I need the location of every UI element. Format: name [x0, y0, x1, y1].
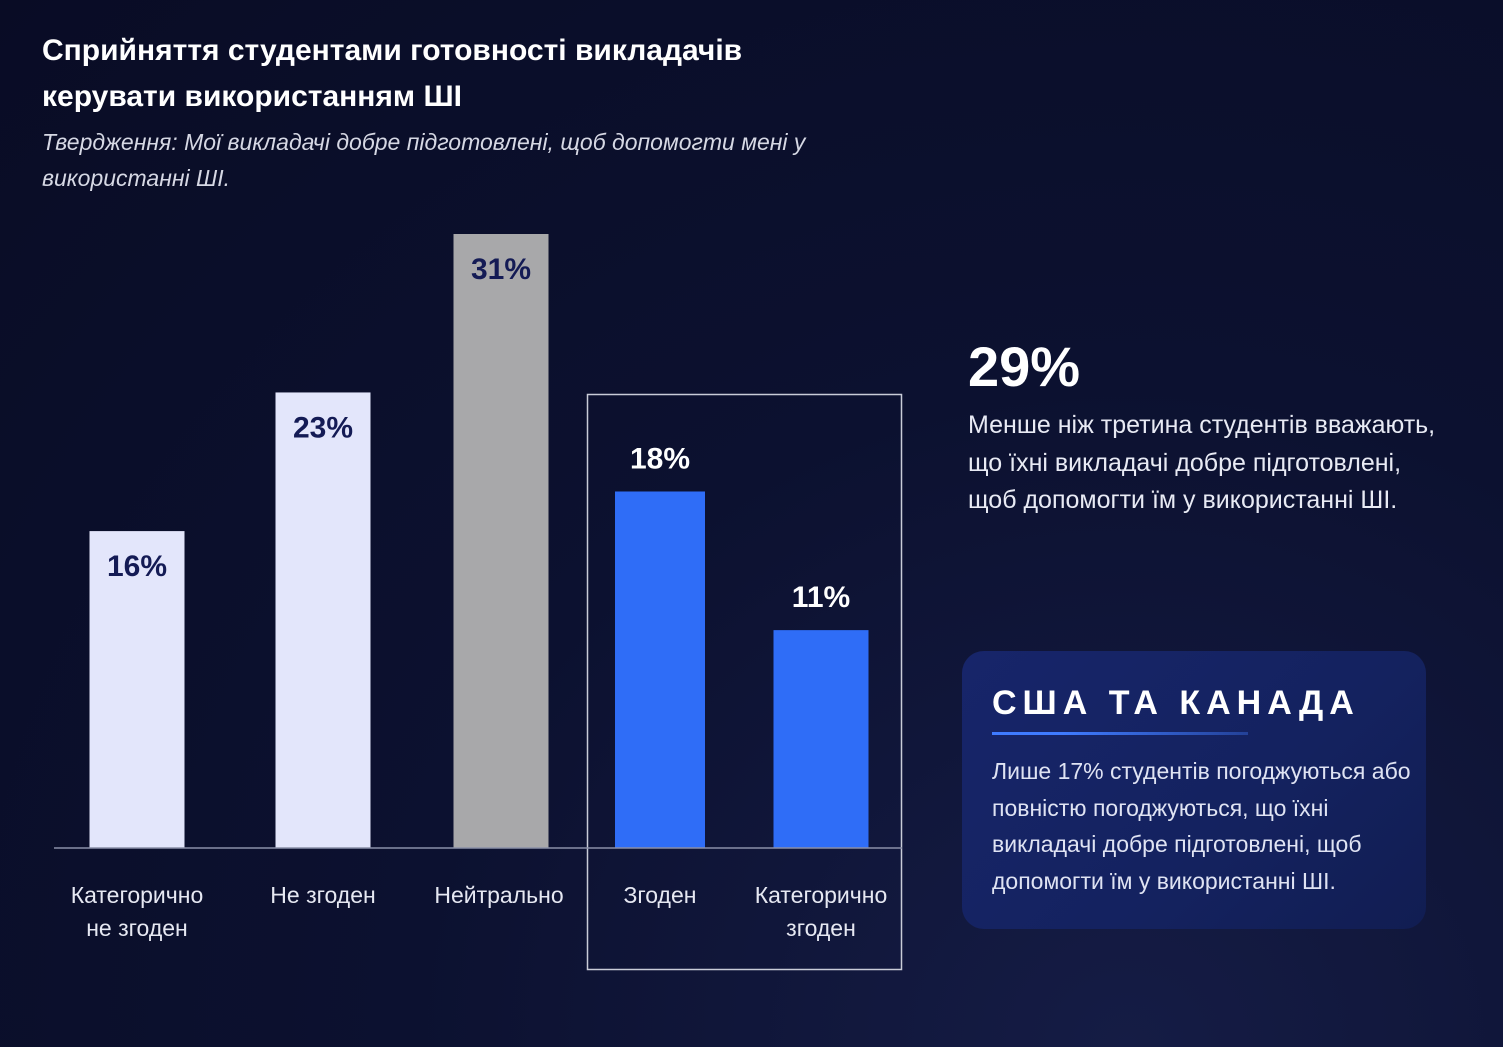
bar-value-label-3: 31% — [471, 253, 531, 286]
bar-2 — [275, 392, 371, 848]
bar-1 — [89, 531, 185, 848]
bar-4 — [615, 491, 705, 848]
chart-subtitle: Твердження: Мої викладачі добре підготов… — [42, 129, 806, 191]
bar-value-label-5: 11% — [792, 581, 850, 614]
chart-title: Сприйняття студентами готовності виклада… — [42, 34, 743, 113]
category-label-1-line-1: Категорично — [71, 882, 204, 908]
category-label-2: Не згоден — [270, 882, 375, 908]
bar-chart: 16% Категорично не згоден 23% Не згоден 31% Не… — [54, 234, 903, 971]
region-callout-card: США ТА КАНАДА Лише 17% студентів погоджу… — [962, 651, 1426, 929]
bar-value-label-1: 16% — [107, 550, 167, 583]
bar-3 — [453, 234, 549, 848]
bar-value-label-4: 18% — [630, 442, 690, 475]
bar-value-label-2: 23% — [293, 411, 353, 444]
agree-highlight-box — [586, 393, 903, 971]
bar-5 — [773, 630, 869, 848]
category-label-5-line-1: Категорично — [755, 882, 888, 908]
category-label-4: Згоден — [624, 882, 697, 908]
category-label-3: Нейтрально — [434, 882, 563, 908]
category-label-1-line-2: не згоден — [86, 915, 188, 941]
stat-value: 29% — [968, 335, 1081, 398]
stat-description: Менше ніж третина студентів вважають, що… — [968, 411, 1436, 514]
callout-text: Лише 17% студентів погоджуються або повн… — [992, 758, 1411, 894]
category-label-5-line-2: згоден — [786, 915, 856, 941]
callout-divider — [992, 732, 1248, 735]
callout-title: США ТА КАНАДА — [992, 684, 1360, 722]
